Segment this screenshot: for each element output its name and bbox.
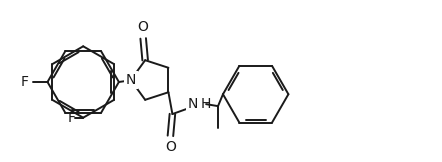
Text: N: N: [188, 97, 198, 111]
Text: O: O: [165, 140, 176, 154]
Text: O: O: [138, 20, 149, 35]
Text: F: F: [67, 111, 75, 125]
Text: H: H: [200, 97, 210, 111]
Text: N: N: [126, 73, 136, 87]
Text: F: F: [21, 75, 29, 89]
